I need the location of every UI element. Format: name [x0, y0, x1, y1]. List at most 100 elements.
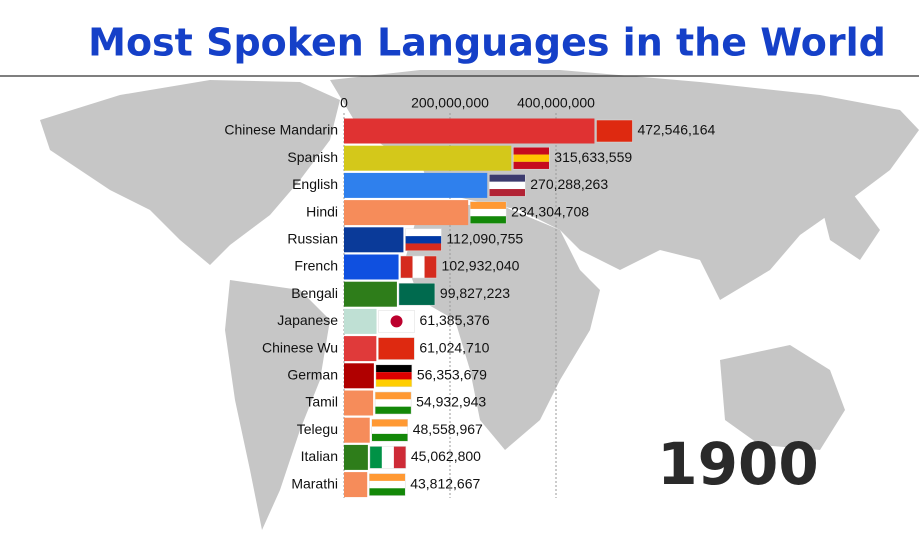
flag-stripe	[400, 256, 413, 278]
category-label: Russian	[287, 231, 338, 247]
flag-border	[400, 255, 437, 279]
flag-stripe	[393, 446, 406, 469]
flag-stripe	[369, 488, 406, 496]
category-label: Japanese	[277, 312, 338, 328]
flag-border	[369, 446, 407, 469]
flag-stripe	[470, 201, 507, 209]
bar	[344, 308, 377, 334]
value-label: 56,353,679	[417, 367, 487, 383]
flag-stripe	[470, 208, 507, 217]
bar	[344, 281, 397, 307]
bar	[344, 472, 368, 498]
flag-stripe	[369, 480, 406, 489]
value-label: 234,304,708	[511, 203, 589, 219]
flag	[398, 282, 436, 306]
flag-stripe	[489, 189, 526, 197]
flag-stripe	[405, 228, 442, 237]
category-label: Tamil	[305, 394, 338, 410]
x-tick-label: 400,000,000	[517, 95, 595, 111]
flag-border	[375, 364, 413, 388]
flag	[368, 473, 406, 496]
bar	[344, 200, 469, 226]
bar	[344, 336, 377, 362]
flag-border	[378, 337, 415, 360]
flag-border	[405, 228, 442, 252]
flag-stripe	[375, 364, 412, 373]
flag-border	[513, 146, 550, 170]
bar	[344, 417, 370, 443]
flag-border	[398, 282, 436, 306]
bar	[344, 363, 374, 389]
flag-stripe	[513, 154, 550, 162]
category-label: German	[287, 367, 338, 383]
value-label: 270,288,263	[530, 176, 608, 192]
flag-stripe	[424, 256, 437, 278]
flag	[371, 418, 408, 442]
flag-stripe	[405, 236, 442, 244]
value-label: 112,090,755	[446, 231, 523, 247]
flag-stripe	[381, 446, 394, 469]
flag-emblem	[390, 315, 403, 328]
category-label: English	[292, 176, 338, 192]
flag	[378, 337, 415, 360]
flag-stripe	[489, 181, 526, 190]
category-label: Bengali	[291, 285, 338, 301]
flag-stripe	[470, 216, 507, 224]
flag	[374, 391, 412, 415]
flag	[596, 119, 633, 143]
flag-border	[368, 473, 406, 496]
flag-stripe	[596, 120, 633, 142]
flag-stripe	[489, 174, 526, 182]
bar	[344, 172, 488, 198]
bar	[344, 254, 399, 280]
flag	[375, 364, 413, 388]
value-label: 99,827,223	[440, 285, 510, 301]
flag-stripe	[371, 426, 408, 434]
year-label: 1900	[657, 430, 818, 498]
category-label: Telegu	[297, 421, 338, 437]
value-label: 61,024,710	[419, 339, 489, 355]
category-label: Chinese Mandarin	[224, 122, 338, 138]
category-label: Italian	[301, 448, 338, 464]
flag-border	[596, 119, 633, 143]
flag	[469, 201, 507, 224]
flag-stripe	[371, 433, 408, 442]
category-label: French	[294, 258, 338, 274]
flag-border	[469, 201, 507, 224]
bar	[344, 118, 595, 144]
flag	[369, 446, 407, 469]
bar	[344, 444, 368, 470]
flag-border	[378, 310, 415, 333]
category-label: Chinese Wu	[262, 339, 338, 355]
flag	[513, 146, 550, 170]
flag	[405, 228, 442, 252]
bar	[344, 390, 374, 416]
flag	[400, 255, 437, 279]
x-tick-label: 0	[340, 95, 348, 111]
flag-stripe	[375, 379, 412, 387]
flag-stripe	[375, 392, 412, 400]
value-label: 61,385,376	[420, 312, 490, 328]
flag-border	[374, 391, 412, 415]
flag-stripe	[513, 147, 550, 155]
flag	[378, 310, 415, 333]
flag-stripe	[412, 256, 425, 278]
category-label: Spanish	[287, 149, 338, 165]
value-label: 315,633,559	[554, 149, 632, 165]
bar	[344, 227, 404, 253]
category-label: Hindi	[306, 203, 338, 219]
flag-stripe	[375, 372, 412, 380]
value-label: 102,932,040	[442, 258, 520, 274]
bar	[344, 145, 512, 171]
chart-title: Most Spoken Languages in the World	[88, 21, 886, 65]
flag-stripe	[375, 399, 412, 407]
flag-border	[371, 418, 408, 442]
x-tick-label: 200,000,000	[411, 95, 489, 111]
value-label: 45,062,800	[411, 448, 481, 464]
flag-stripe	[405, 243, 442, 251]
category-label: Marathi	[291, 475, 338, 491]
flag	[489, 174, 526, 197]
flag-stripe	[398, 283, 435, 306]
flag-stripe	[371, 419, 408, 427]
